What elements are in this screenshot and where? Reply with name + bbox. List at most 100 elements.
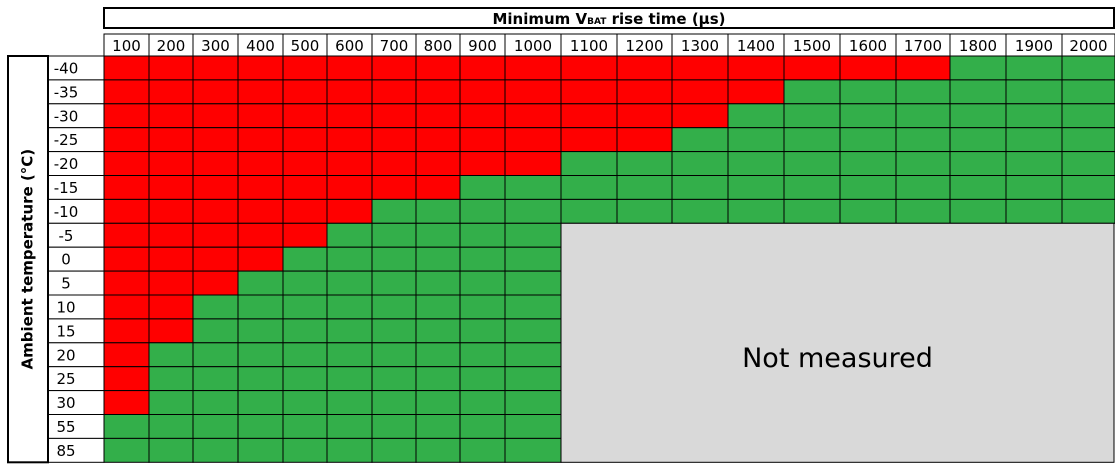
cell-5-1000 — [504, 270, 562, 296]
cell--30-2000 — [1061, 103, 1115, 129]
cell--20-400 — [237, 151, 284, 177]
cell-0-700 — [371, 246, 417, 272]
x-tick-label: 1400 — [737, 37, 775, 55]
cell-15-700 — [371, 318, 417, 344]
cell--35-1200 — [616, 79, 673, 105]
cell--35-1100 — [560, 79, 618, 105]
y-tick-label: 55 — [56, 418, 75, 436]
cell-5-300 — [192, 270, 239, 296]
cell--40-2000 — [1061, 55, 1115, 81]
cell--10-100 — [103, 198, 150, 224]
cell-10-200 — [148, 294, 194, 320]
y-tick-cell — [47, 246, 105, 272]
cell-55-600 — [326, 414, 373, 439]
cell--20-1400 — [727, 151, 785, 177]
cell-20-400 — [237, 342, 284, 368]
cell--5-700 — [371, 222, 417, 248]
x-tick-label: 200 — [157, 37, 186, 55]
cell--30-1400 — [727, 103, 785, 129]
cell-5-600 — [326, 270, 373, 296]
cell--35-1300 — [671, 79, 729, 105]
cell-10-300 — [192, 294, 239, 320]
cell-20-600 — [326, 342, 373, 368]
cell--15-700 — [371, 175, 417, 200]
cell--40-1900 — [1005, 55, 1063, 81]
cell--20-100 — [103, 151, 150, 177]
cell--30-1800 — [949, 103, 1007, 129]
cell--35-800 — [415, 79, 461, 105]
cell-25-800 — [415, 366, 461, 392]
cell--25-1200 — [616, 127, 673, 153]
cell-10-500 — [282, 294, 328, 320]
cell--35-1900 — [1005, 79, 1063, 105]
cell--40-1300 — [671, 55, 729, 81]
cell--15-100 — [103, 175, 150, 200]
cell-85-800 — [415, 437, 461, 463]
cell--20-1900 — [1005, 151, 1063, 177]
cell-10-900 — [459, 294, 506, 320]
x-tick-label: 1100 — [570, 37, 608, 55]
cell-5-800 — [415, 270, 461, 296]
x-tick-label: 1000 — [514, 37, 552, 55]
x-tick-label: 100 — [112, 37, 141, 55]
cell--10-1900 — [1005, 198, 1063, 224]
cell--15-600 — [326, 175, 373, 200]
cell--20-2000 — [1061, 151, 1115, 177]
cell-55-800 — [415, 414, 461, 439]
cell--40-800 — [415, 55, 461, 81]
cell--30-1900 — [1005, 103, 1063, 129]
x-tick-label: 300 — [201, 37, 230, 55]
cell-85-300 — [192, 437, 239, 463]
y-tick-label: 0 — [61, 251, 71, 269]
cell--35-100 — [103, 79, 150, 105]
x-tick-label: 1200 — [625, 37, 663, 55]
cell--5-200 — [148, 222, 194, 248]
y-tick-label: 30 — [56, 394, 75, 412]
cell--25-2000 — [1061, 127, 1115, 153]
cell--20-900 — [459, 151, 506, 177]
y-tick-label: 25 — [56, 370, 75, 388]
cell--35-1600 — [839, 79, 897, 105]
cell-85-600 — [326, 437, 373, 463]
cell--40-1500 — [783, 55, 841, 81]
cell-25-100 — [103, 366, 150, 392]
cell-55-400 — [237, 414, 284, 439]
cell--30-600 — [326, 103, 373, 129]
cell--15-2000 — [1061, 175, 1115, 200]
x-axis-title-main: Minimum V — [492, 10, 587, 28]
x-tick-label: 1300 — [681, 37, 719, 55]
cell-30-100 — [103, 390, 150, 416]
x-axis-title: Minimum VBAT rise time (µs) — [492, 10, 725, 28]
cell-25-600 — [326, 366, 373, 392]
x-tick-label: 500 — [291, 37, 320, 55]
cell-85-1000 — [504, 437, 562, 463]
x-tick-labels: 100 200 300 400 500 600 700 800 900 1000 1100 1200 1… — [103, 33, 1115, 57]
y-tick-label: -25 — [54, 131, 79, 149]
cell--20-600 — [326, 151, 373, 177]
x-axis-title-rest: rise time (µs) — [606, 10, 725, 28]
cell--30-900 — [459, 103, 506, 129]
cell--35-2000 — [1061, 79, 1115, 105]
cell-20-100 — [103, 342, 150, 368]
cell-55-200 — [148, 414, 194, 439]
cell--25-1500 — [783, 127, 841, 153]
cell-0-300 — [192, 246, 239, 272]
cell--20-700 — [371, 151, 417, 177]
cell--20-1000 — [504, 151, 562, 177]
cell-30-600 — [326, 390, 373, 416]
cell-55-500 — [282, 414, 328, 439]
cell-20-700 — [371, 342, 417, 368]
y-axis-title: Ambient temperature (°C) — [19, 149, 37, 370]
cell--10-1800 — [949, 198, 1007, 224]
cell--30-1500 — [783, 103, 841, 129]
y-tick-label: -10 — [54, 203, 79, 221]
cell-20-800 — [415, 342, 461, 368]
cell--15-1300 — [671, 175, 729, 200]
cell-15-100 — [103, 318, 150, 344]
cell--30-300 — [192, 103, 239, 129]
cell--10-1100 — [560, 198, 618, 224]
cell--40-300 — [192, 55, 239, 81]
cell-30-900 — [459, 390, 506, 416]
cell--25-900 — [459, 127, 506, 153]
cell--15-1000 — [504, 175, 562, 200]
